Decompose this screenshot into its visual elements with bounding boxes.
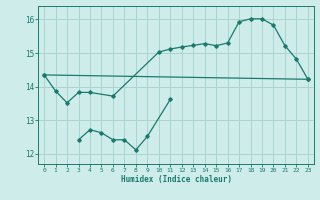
X-axis label: Humidex (Indice chaleur): Humidex (Indice chaleur) bbox=[121, 175, 231, 184]
